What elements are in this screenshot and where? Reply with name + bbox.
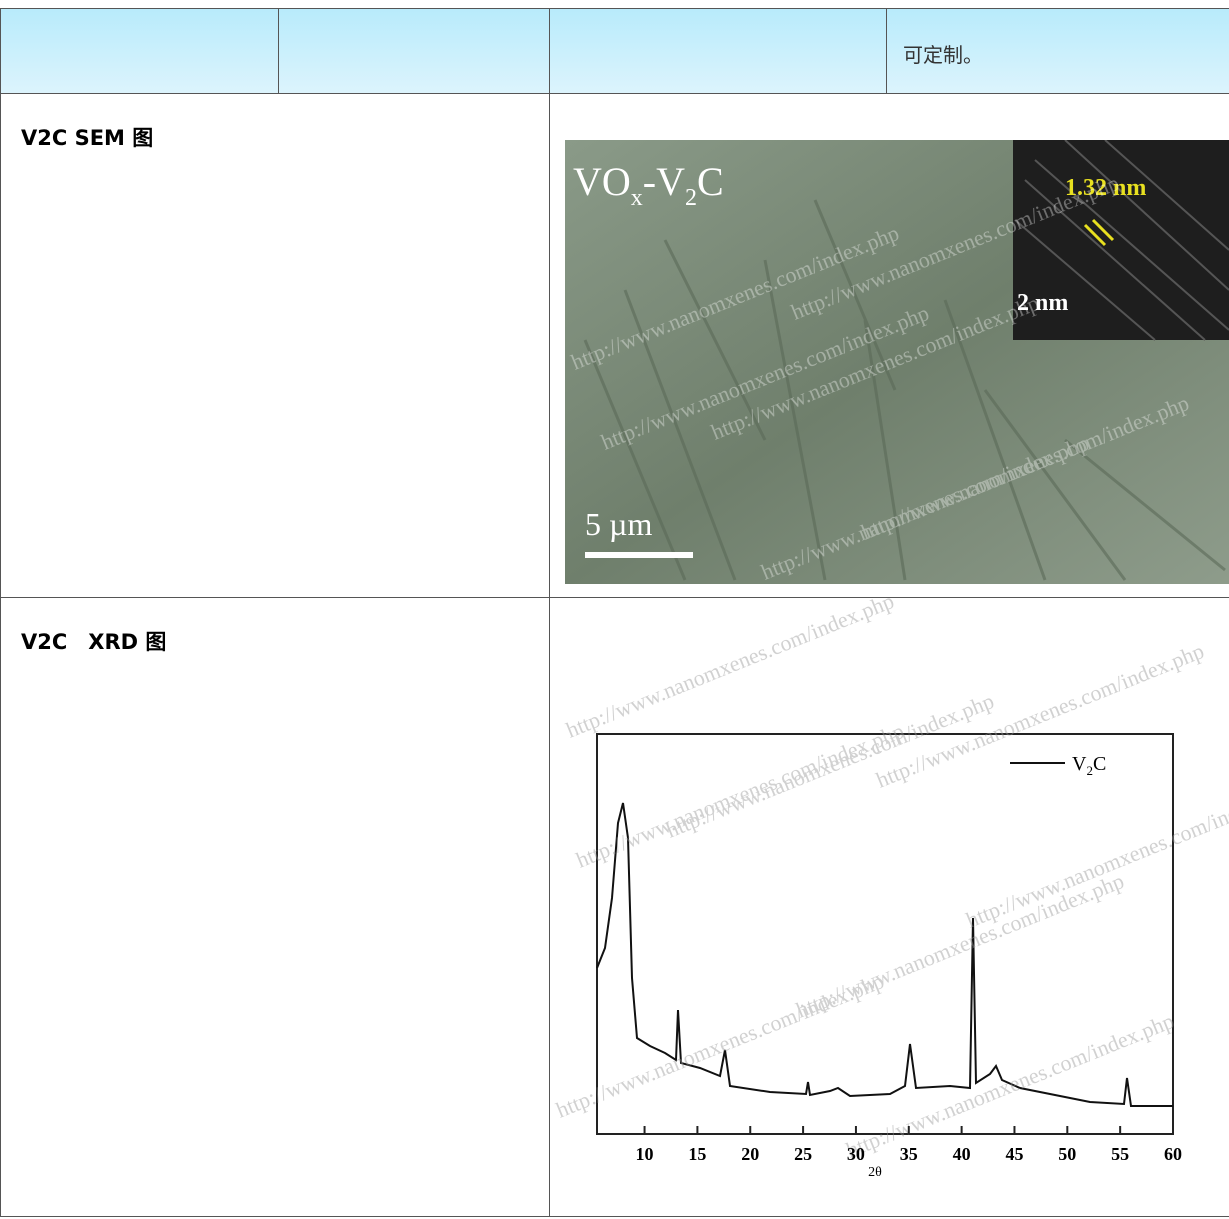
- legend-label: V2C: [1072, 753, 1106, 778]
- page: 可定制。 V2C SEM 图 VOx-V2C 1.32 nm 2 nm 5 µm…: [0, 0, 1229, 1214]
- image-cell: VOx-V2C 1.32 nm 2 nm 5 µm http://www.nan…: [549, 93, 1229, 598]
- row-label: V2C SEM 图: [0, 93, 550, 598]
- x-tick-label: 60: [1164, 1144, 1182, 1164]
- x-tick-label: 25: [794, 1144, 812, 1164]
- sem-image: VOx-V2C 1.32 nm 2 nm 5 µm http://www.nan…: [565, 140, 1229, 584]
- x-tick-label: 50: [1058, 1144, 1076, 1164]
- x-tick-label: 15: [688, 1144, 706, 1164]
- xrd-chart: V2C 2θ http://www.nanomxenes.com/index.p…: [550, 598, 1229, 1215]
- watermark: http://www.nanomxenes.com/index.php: [963, 778, 1229, 933]
- scale-bar: [585, 552, 693, 558]
- image-cell: V2C 2θ http://www.nanomxenes.com/index.p…: [549, 597, 1229, 1217]
- x-tick-label: 45: [1005, 1144, 1023, 1164]
- header-cell: [278, 8, 550, 94]
- plot-frame: [597, 734, 1173, 1134]
- x-tick-label: 55: [1111, 1144, 1129, 1164]
- image-title: VOx-V2C: [573, 159, 724, 211]
- row-label: V2C XRD 图: [0, 597, 550, 1217]
- x-tick-label: 35: [900, 1144, 918, 1164]
- x-tick-label: 30: [847, 1144, 865, 1164]
- x-axis-label: 2θ: [868, 1165, 882, 1180]
- header-cell: 可定制。: [886, 8, 1229, 94]
- scale-bar-label: 5 µm: [585, 506, 652, 542]
- watermark: http://www.nanomxenes.com/index.php: [563, 598, 898, 743]
- header-cell: [549, 8, 887, 94]
- watermark: http://www.nanomxenes.com/index.php: [553, 968, 888, 1123]
- header-cell: [0, 8, 279, 94]
- x-tick-label: 10: [636, 1144, 654, 1164]
- x-tick-label: 40: [953, 1144, 971, 1164]
- x-tick-label: 20: [741, 1144, 759, 1164]
